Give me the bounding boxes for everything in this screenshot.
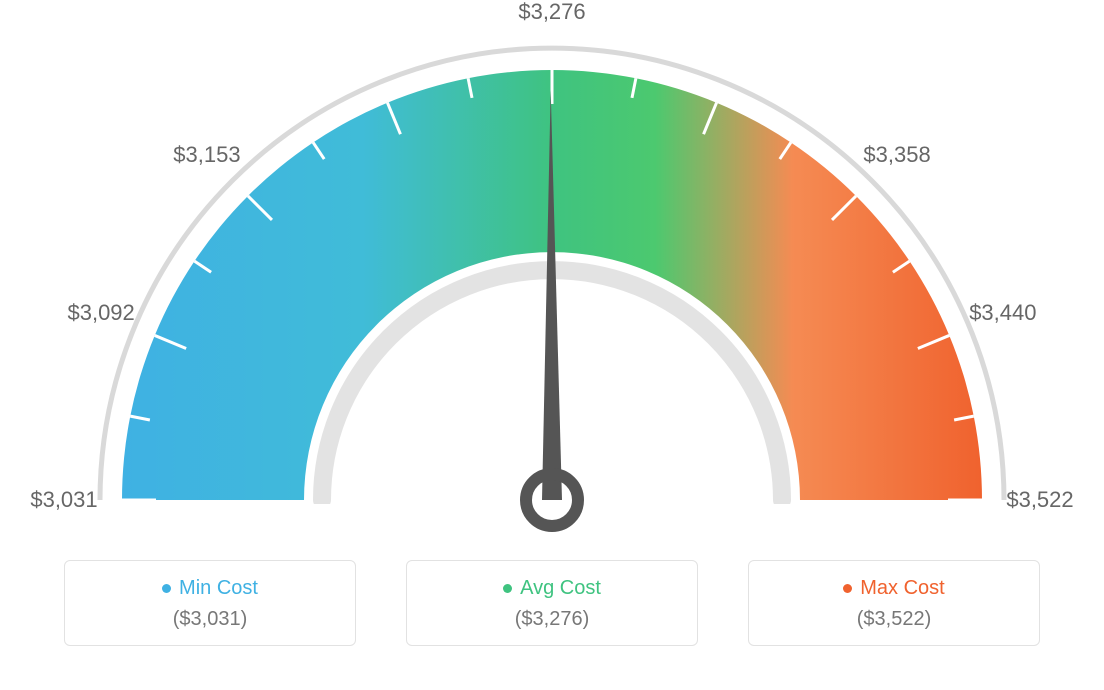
legend-max-value: ($3,522) bbox=[749, 608, 1039, 631]
legend-avg-box: Avg Cost ($3,276) bbox=[406, 560, 698, 646]
gauge-tick-label: $3,358 bbox=[863, 142, 930, 168]
legend-min-value: ($3,031) bbox=[65, 608, 355, 631]
legend-min-box: Min Cost ($3,031) bbox=[64, 560, 356, 646]
gauge-tick-label: $3,276 bbox=[518, 0, 585, 25]
legend-max-label: Max Cost bbox=[860, 577, 944, 600]
legend-avg-label: Avg Cost bbox=[520, 577, 601, 600]
legend-max-title: Max Cost bbox=[843, 577, 944, 600]
gauge-tick-label: $3,522 bbox=[1006, 487, 1073, 513]
legend-min-label: Min Cost bbox=[179, 577, 258, 600]
legend-row: Min Cost ($3,031) Avg Cost ($3,276) Max … bbox=[0, 560, 1104, 646]
legend-avg-title: Avg Cost bbox=[503, 577, 601, 600]
dot-icon bbox=[503, 584, 512, 593]
legend-max-box: Max Cost ($3,522) bbox=[748, 560, 1040, 646]
gauge-tick-label: $3,153 bbox=[173, 142, 240, 168]
legend-avg-value: ($3,276) bbox=[407, 608, 697, 631]
legend-min-title: Min Cost bbox=[162, 577, 258, 600]
dot-icon bbox=[162, 584, 171, 593]
gauge-tick-label: $3,092 bbox=[67, 300, 134, 326]
gauge-svg bbox=[0, 0, 1104, 560]
cost-gauge: $3,031 $3,092 $3,153 $3,276 $3,358 $3,440 $3,5… bbox=[0, 0, 1104, 560]
gauge-tick-label: $3,440 bbox=[969, 300, 1036, 326]
dot-icon bbox=[843, 584, 852, 593]
gauge-tick-label: $3,031 bbox=[30, 487, 97, 513]
